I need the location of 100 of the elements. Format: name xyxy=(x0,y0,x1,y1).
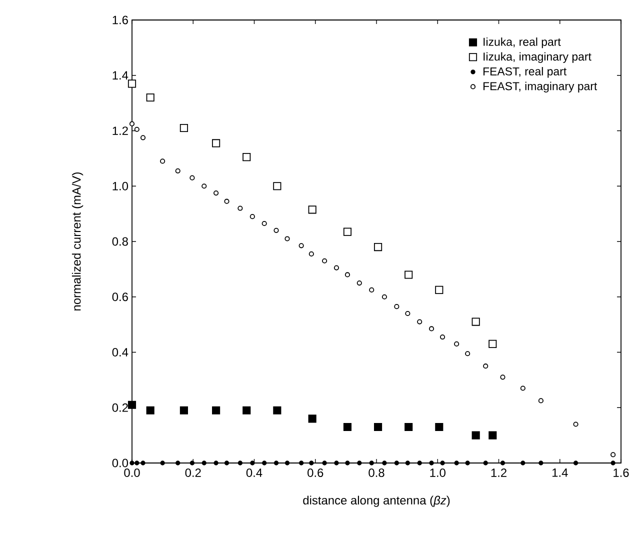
point xyxy=(345,460,350,466)
point xyxy=(176,460,180,466)
y-tick-label: 1.6 xyxy=(112,16,128,24)
x-tick-label: 0.0 xyxy=(124,468,140,477)
point xyxy=(140,135,146,140)
point xyxy=(214,460,218,466)
legend-label: FEAST, imaginary part xyxy=(483,82,598,92)
x-tick-label: 0.4 xyxy=(246,468,262,477)
point xyxy=(405,460,410,466)
x-tick-label: 0.2 xyxy=(185,468,201,477)
point xyxy=(175,168,180,174)
point xyxy=(343,422,352,432)
point xyxy=(308,206,316,214)
point xyxy=(128,80,136,88)
point xyxy=(382,294,387,300)
point xyxy=(273,182,282,190)
point xyxy=(298,460,304,466)
x-tick-label: 1.2 xyxy=(491,468,506,477)
y-tick-label: 0.2 xyxy=(112,403,128,412)
point xyxy=(134,126,140,132)
point xyxy=(214,190,219,196)
point xyxy=(394,460,400,466)
point xyxy=(520,460,526,466)
point xyxy=(472,318,480,326)
point xyxy=(500,460,506,466)
point xyxy=(483,364,488,369)
point xyxy=(160,460,165,466)
point xyxy=(538,398,544,404)
point xyxy=(284,236,290,242)
legend-label: Iizuka, imaginary part xyxy=(484,52,592,63)
point xyxy=(465,351,470,356)
point xyxy=(238,460,243,466)
point xyxy=(610,460,616,466)
point xyxy=(298,243,304,248)
point xyxy=(160,158,166,164)
point xyxy=(520,386,526,391)
point xyxy=(374,243,382,252)
y-tick-label: 1.0 xyxy=(112,182,128,190)
point xyxy=(405,310,410,316)
point xyxy=(308,251,314,256)
point xyxy=(435,422,444,432)
point xyxy=(394,304,400,310)
y-tick-label: 0.6 xyxy=(112,292,128,302)
point xyxy=(344,272,350,278)
point xyxy=(500,374,506,380)
point xyxy=(472,431,480,440)
point xyxy=(180,406,188,414)
point xyxy=(322,258,328,264)
point xyxy=(146,406,154,414)
point xyxy=(382,460,387,466)
point xyxy=(146,93,154,102)
y-axis-title: normalized current (mA/V) xyxy=(72,172,84,310)
point xyxy=(610,452,616,458)
point xyxy=(242,153,251,162)
point xyxy=(212,406,220,414)
point xyxy=(262,220,267,226)
x-tick-label: 0.8 xyxy=(368,468,384,477)
x-tick-label: 1.6 xyxy=(614,468,629,477)
point xyxy=(274,460,279,466)
point xyxy=(273,406,282,414)
point xyxy=(573,422,578,427)
point xyxy=(134,460,140,466)
point xyxy=(274,228,279,233)
point xyxy=(140,460,146,466)
point xyxy=(483,460,488,466)
y-tick-label: 1.2 xyxy=(112,126,128,135)
point xyxy=(308,414,316,423)
point xyxy=(454,460,459,466)
point xyxy=(322,460,327,466)
point xyxy=(356,280,362,286)
point xyxy=(343,228,352,236)
point xyxy=(202,460,206,466)
point xyxy=(417,319,422,324)
y-tick-label: 0.0 xyxy=(112,458,128,468)
point xyxy=(429,460,434,466)
point xyxy=(435,286,444,294)
point xyxy=(440,460,445,466)
y-tick-label: 0.8 xyxy=(112,237,128,246)
point xyxy=(262,460,267,466)
point xyxy=(190,460,195,466)
point xyxy=(465,460,470,466)
point xyxy=(488,431,497,440)
point xyxy=(369,460,374,466)
point xyxy=(369,287,374,292)
x-axis-title: distance along antenna (βz) xyxy=(303,496,450,507)
point xyxy=(130,460,134,466)
point xyxy=(309,460,314,466)
point xyxy=(212,139,220,148)
point xyxy=(357,460,362,466)
x-tick-label: 0.6 xyxy=(308,468,324,477)
point xyxy=(128,400,136,409)
y-tick-label: 0.4 xyxy=(112,348,128,356)
point xyxy=(440,334,446,340)
point xyxy=(224,198,230,204)
point xyxy=(404,270,413,279)
point xyxy=(573,460,578,466)
x-tick-label: 1.4 xyxy=(552,468,568,477)
point xyxy=(488,340,497,348)
y-tick-label: 1.4 xyxy=(112,71,128,80)
point xyxy=(334,460,339,466)
